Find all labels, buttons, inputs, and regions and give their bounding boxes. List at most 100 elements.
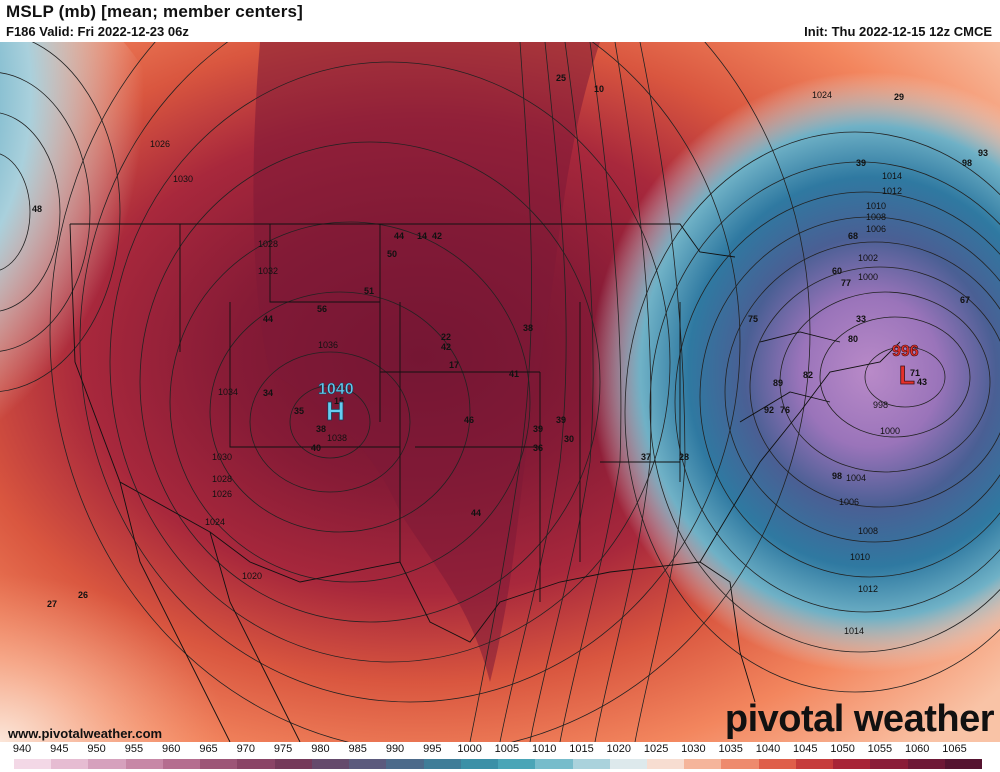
member-center-label: 27 — [47, 599, 57, 609]
colorbar-swatch — [870, 759, 908, 769]
member-center-label: 77 — [841, 278, 851, 288]
member-center-label: 29 — [894, 92, 904, 102]
pressure-map: 1026 1030 1028 1032 1036 1034 1038 1030 … — [0, 42, 1000, 742]
isobar-label: 1000 — [858, 272, 878, 282]
colorbar-swatch — [311, 759, 350, 769]
member-center-label: 43 — [917, 377, 927, 387]
political-boundaries — [69, 223, 901, 742]
colorbar-tick-label: 990 — [385, 743, 405, 755]
colorbar-swatch — [51, 759, 89, 769]
colorbar-tick-label: 1015 — [569, 743, 594, 755]
member-center-label: 10 — [594, 84, 604, 94]
colorbar-tick-label: 1060 — [904, 743, 930, 755]
member-center-label: 44 — [394, 231, 404, 241]
colorbar-tick-label: 1005 — [494, 743, 520, 755]
member-center-label: 82 — [803, 370, 813, 380]
member-center-label: 42 — [441, 342, 451, 352]
valid-time: F186 Valid: Fri 2022-12-23 06z — [6, 24, 189, 39]
member-center-label: 39 — [556, 415, 566, 425]
member-center-label: 14 — [417, 231, 427, 241]
isobar-label: 1032 — [258, 266, 278, 276]
low-value-label: 996 — [892, 343, 919, 360]
high-value-label: 1040 — [318, 381, 354, 398]
isobar-label: 1024 — [812, 90, 832, 100]
colorbar-tick-label: 1055 — [867, 743, 893, 755]
member-center-label: 93 — [978, 148, 988, 158]
colorbar-tick-label: 985 — [348, 743, 367, 755]
colorbar-swatch — [833, 759, 871, 769]
colorbar-swatch — [423, 759, 461, 769]
colorbar-tick-label: 955 — [124, 743, 144, 755]
member-center-label: 68 — [848, 231, 858, 241]
member-center-label: 98 — [962, 158, 972, 168]
brand-logo: pivotal weather — [724, 698, 995, 740]
colorbar-swatch — [498, 759, 536, 769]
colorbar-tick-label: 1035 — [718, 743, 743, 755]
colorbar-swatch — [646, 759, 685, 769]
colorbar-tick-label: 1020 — [606, 743, 632, 755]
colorbar-labels: 940 945 950 955 960 965 970 975 980 985 990 995 1000… — [0, 742, 1000, 757]
isobar-label: 1002 — [858, 253, 878, 263]
colorbar-swatch — [572, 759, 610, 769]
member-center-label: 42 — [432, 231, 442, 241]
member-center-label: 76 — [780, 405, 790, 415]
isobar-label: 1014 — [882, 171, 902, 181]
high-pressure-center: 1040 H — [318, 381, 354, 427]
member-center-label: 35 — [294, 406, 304, 416]
member-center-label: 28 — [679, 452, 689, 462]
member-center-label: 34 — [263, 388, 273, 398]
colorbar-swatch — [795, 759, 834, 769]
colorbar-swatch — [274, 759, 312, 769]
member-center-label: 44 — [263, 314, 273, 324]
member-center-label: 51 — [364, 286, 374, 296]
map-svg: 1026 1030 1028 1032 1036 1034 1038 1030 … — [0, 42, 1000, 742]
source-url[interactable]: www.pivotalweather.com — [8, 726, 163, 741]
isobar-label: 1010 — [866, 201, 886, 211]
western-low-field — [0, 42, 180, 422]
colorbar-swatch — [162, 759, 201, 769]
member-center-label: 98 — [832, 471, 842, 481]
member-center-label: 40 — [311, 443, 321, 453]
member-center-label: 41 — [509, 369, 519, 379]
colorbar-swatch — [88, 759, 126, 769]
colorbar-tick-label: 965 — [199, 743, 218, 755]
ridge-core — [253, 42, 600, 682]
member-center-label: 38 — [316, 424, 326, 434]
colorbar-swatch — [535, 759, 573, 769]
colorbar-swatch — [14, 759, 52, 769]
southwest-field — [0, 462, 380, 742]
member-center-label: 89 — [773, 378, 783, 388]
colorbar-tick-label: 995 — [423, 743, 442, 755]
member-center-label: 48 — [32, 204, 42, 214]
colorbar-tick-label: 945 — [50, 743, 69, 755]
isobar-label: 1006 — [866, 224, 886, 234]
isobar-label: 1012 — [882, 186, 902, 196]
colorbar-swatch — [386, 759, 424, 769]
colorbar-tick-label: 975 — [273, 743, 293, 755]
isobar-label-group: 1026 1030 1028 1032 1036 1034 1038 1030 … — [150, 90, 902, 636]
high-letter: H — [326, 396, 345, 426]
member-center-label: 80 — [848, 334, 858, 344]
isobar-label: 998 — [873, 400, 888, 410]
member-centers: 25 10 29 93 98 39 68 60 77 67 75 33 80 7… — [32, 73, 988, 609]
colorbar-swatch — [349, 759, 387, 769]
member-center-label: 17 — [449, 360, 459, 370]
colorbar-swatch — [609, 759, 647, 769]
isobar-label: 1010 — [850, 552, 870, 562]
member-center-label: 26 — [78, 590, 88, 600]
member-center-label: 46 — [464, 415, 474, 425]
isobar-label: 1012 — [858, 584, 878, 594]
member-center-label: 25 — [556, 73, 566, 83]
isobar-label: 1006 — [839, 497, 859, 507]
colorbar-tick-label: 1000 — [457, 743, 482, 755]
member-center-label: 15 — [334, 396, 344, 406]
member-center-label: 92 — [764, 405, 774, 415]
colorbar-swatch — [944, 759, 983, 769]
isobar-label: 1026 — [212, 489, 232, 499]
isobar-label: 1036 — [318, 340, 338, 350]
member-center-label: 44 — [471, 508, 481, 518]
colorbar-swatch — [125, 759, 163, 769]
colorbar-tick-label: 1040 — [755, 743, 781, 755]
colorbar-tick-label: 950 — [87, 743, 106, 755]
low-letter: L — [899, 360, 915, 390]
